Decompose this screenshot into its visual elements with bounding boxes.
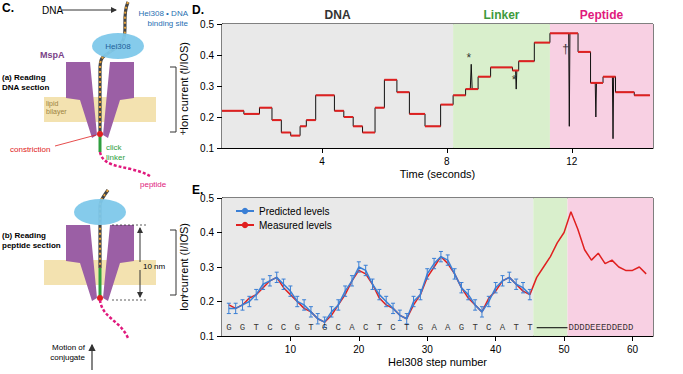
- svg-text:Ion current (I/IOS): Ion current (I/IOS): [178, 223, 190, 311]
- svg-text:C: C: [363, 323, 369, 333]
- svg-text:T: T: [254, 323, 260, 333]
- svg-text:12: 12: [566, 156, 578, 167]
- svg-text:MspA: MspA: [40, 50, 65, 60]
- svg-text:G: G: [418, 323, 423, 333]
- svg-text:0.2: 0.2: [200, 296, 214, 307]
- svg-text:C: C: [267, 323, 273, 333]
- svg-text:4: 4: [319, 156, 325, 167]
- svg-text:DNA section: DNA section: [2, 83, 49, 92]
- svg-text:Hel308 step number: Hel308 step number: [388, 356, 487, 368]
- svg-text:0.2: 0.2: [200, 112, 214, 123]
- svg-text:C: C: [336, 323, 342, 333]
- svg-text:peptide: peptide: [140, 180, 167, 189]
- svg-text:10: 10: [285, 344, 297, 355]
- svg-text:G: G: [322, 323, 327, 333]
- svg-text:DNA: DNA: [42, 5, 63, 16]
- svg-text:50: 50: [559, 344, 571, 355]
- svg-text:8: 8: [444, 156, 450, 167]
- svg-text:30: 30: [422, 344, 434, 355]
- svg-text:lipid: lipid: [46, 100, 59, 108]
- svg-text:linker: linker: [106, 153, 125, 162]
- svg-text:C: C: [486, 323, 492, 333]
- svg-text:Peptide: Peptide: [580, 8, 624, 22]
- svg-text:click: click: [106, 143, 123, 152]
- svg-text:C: C: [390, 323, 396, 333]
- svg-text:T: T: [308, 323, 314, 333]
- svg-text:-: -: [180, 65, 183, 76]
- svg-text:(b) Reading: (b) Reading: [2, 231, 46, 240]
- svg-text:T: T: [377, 323, 383, 333]
- svg-text:†: †: [562, 42, 569, 56]
- svg-text:60: 60: [627, 344, 639, 355]
- svg-text:G: G: [459, 323, 464, 333]
- svg-text:Measured levels: Measured levels: [259, 220, 332, 231]
- svg-text:DNA: DNA: [325, 8, 351, 22]
- svg-text:conjugate: conjugate: [50, 353, 85, 362]
- svg-text:peptide section: peptide section: [2, 241, 61, 250]
- svg-text:0.4: 0.4: [200, 227, 214, 238]
- svg-text:T: T: [404, 323, 410, 333]
- svg-text:E.: E.: [192, 183, 204, 197]
- svg-text:Ion current (I/IOS): Ion current (I/IOS): [178, 42, 190, 130]
- svg-text:*: *: [512, 73, 517, 87]
- svg-text:0.1: 0.1: [200, 331, 214, 342]
- svg-text:20: 20: [353, 344, 365, 355]
- svg-text:DDDDEEEDDEDD: DDDDEEEDDEDD: [568, 323, 633, 333]
- svg-text:40: 40: [490, 344, 502, 355]
- svg-text:C.: C.: [2, 1, 14, 15]
- svg-text:constriction: constriction: [10, 145, 50, 154]
- svg-text:A: A: [349, 323, 355, 333]
- svg-text:T: T: [472, 323, 478, 333]
- svg-text:bilayer: bilayer: [46, 108, 67, 116]
- svg-text:0.5: 0.5: [200, 193, 214, 204]
- svg-text:0.3: 0.3: [200, 262, 214, 273]
- svg-text:Hel308: Hel308: [105, 42, 131, 51]
- svg-text:Motion of: Motion of: [52, 343, 86, 352]
- svg-text:(a) Reading: (a) Reading: [2, 73, 46, 82]
- svg-text:10 nm: 10 nm: [143, 262, 166, 271]
- svg-text:D.: D.: [192, 3, 204, 17]
- svg-text:0.4: 0.4: [200, 50, 214, 61]
- svg-text:G: G: [226, 323, 231, 333]
- svg-text:*: *: [466, 51, 471, 65]
- svg-text:-: -: [180, 228, 183, 239]
- svg-text:Hel308 • DNA: Hel308 • DNA: [139, 9, 189, 18]
- svg-text:Predicted levels: Predicted levels: [259, 206, 330, 217]
- svg-text:0.3: 0.3: [200, 81, 214, 92]
- svg-text:0.5: 0.5: [200, 19, 214, 30]
- svg-text:binding site: binding site: [148, 19, 189, 28]
- svg-text:+: +: [180, 290, 186, 301]
- svg-text:T: T: [513, 323, 519, 333]
- svg-text:0.1: 0.1: [200, 143, 214, 154]
- svg-text:G: G: [295, 323, 300, 333]
- svg-text:A: A: [500, 323, 506, 333]
- svg-text:+: +: [180, 127, 186, 138]
- svg-text:T: T: [527, 323, 533, 333]
- svg-text:C: C: [281, 323, 287, 333]
- svg-text:Linker: Linker: [484, 8, 520, 22]
- svg-text:A: A: [445, 323, 451, 333]
- svg-text:G: G: [240, 323, 245, 333]
- svg-text:Time (seconds): Time (seconds): [400, 168, 475, 180]
- svg-text:A: A: [431, 323, 437, 333]
